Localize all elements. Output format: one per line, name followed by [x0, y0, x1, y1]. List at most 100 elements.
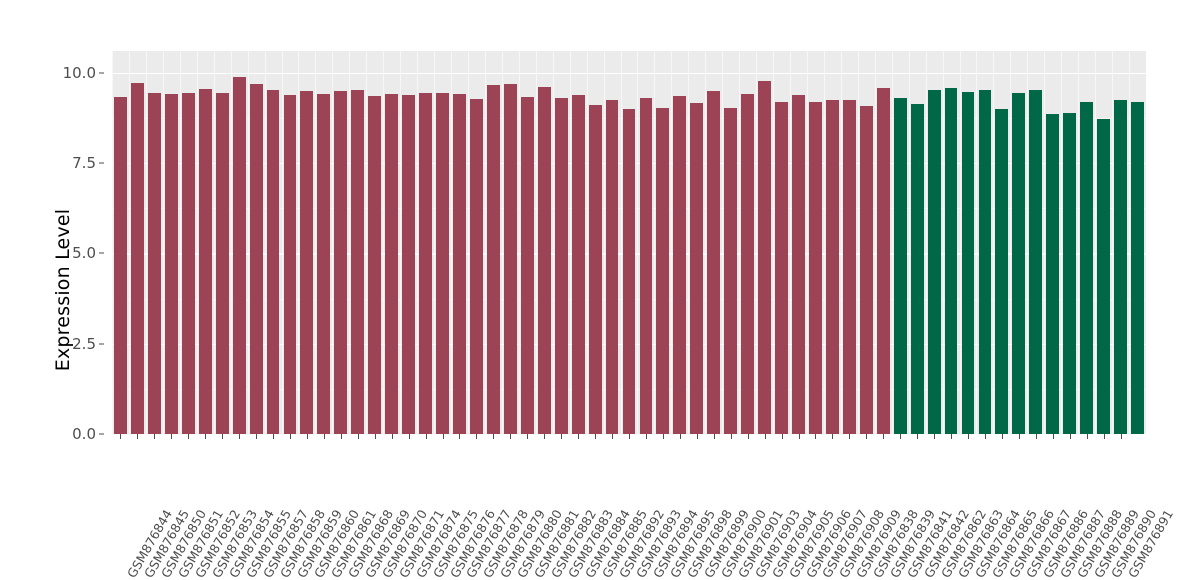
grid-line-vertical [891, 51, 893, 434]
grid-line-vertical [298, 51, 300, 434]
bar[interactable] [334, 91, 348, 434]
bar[interactable] [300, 90, 314, 434]
bar[interactable] [876, 88, 890, 434]
x-axis-tick-mark [1103, 434, 1105, 439]
bar[interactable] [283, 95, 297, 434]
bar[interactable] [588, 105, 602, 434]
bar[interactable] [503, 84, 517, 434]
bar[interactable] [1029, 89, 1043, 434]
bar[interactable] [537, 87, 551, 434]
bar[interactable] [215, 92, 229, 434]
bar[interactable] [232, 77, 246, 434]
bar[interactable] [842, 100, 856, 434]
bar[interactable] [571, 95, 585, 434]
bar[interactable] [825, 99, 839, 434]
bar[interactable] [385, 94, 399, 434]
x-axis-tick-mark [408, 434, 410, 439]
bar[interactable] [809, 102, 822, 434]
x-axis-tick-mark [1035, 434, 1037, 439]
x-axis-tick-mark [357, 434, 359, 439]
bar[interactable] [605, 100, 619, 434]
bar[interactable] [978, 90, 992, 434]
bar[interactable] [368, 96, 382, 434]
bar[interactable] [639, 97, 653, 434]
bar[interactable] [266, 89, 280, 434]
bar[interactable] [741, 94, 755, 434]
x-axis-tick-mark [645, 434, 647, 439]
bar[interactable] [758, 81, 772, 434]
grid-line-vertical [196, 51, 198, 434]
y-axis-tick-labels: 0.0 2.5 5.0 7.5 10.0 [46, 51, 104, 443]
x-axis-tick-mark [730, 434, 732, 439]
y-axis-tick-mark [99, 162, 104, 164]
x-axis-tick-mark [1001, 434, 1003, 439]
bar[interactable] [1131, 102, 1144, 434]
bar[interactable] [724, 108, 738, 434]
x-axis-tick-mark [120, 434, 122, 439]
bar[interactable] [1063, 113, 1077, 434]
bar[interactable] [317, 94, 331, 434]
grid-line-vertical [366, 51, 368, 434]
y-axis-tick-label: 7.5 [72, 154, 96, 172]
x-axis-tick-mark [323, 434, 325, 439]
bar[interactable] [673, 95, 687, 434]
bar[interactable] [961, 91, 975, 434]
y-axis-tick-mark [99, 433, 104, 435]
bars-container [112, 51, 1146, 434]
bar[interactable] [453, 93, 466, 434]
grid-line-vertical [281, 51, 283, 434]
bar[interactable] [520, 96, 534, 434]
bar[interactable] [775, 101, 788, 434]
grid-line-vertical [332, 51, 334, 434]
grid-line-vertical [383, 51, 385, 434]
bar[interactable] [859, 105, 873, 434]
bar[interactable] [554, 97, 568, 434]
bar[interactable] [147, 92, 161, 434]
bar[interactable] [707, 90, 721, 434]
x-axis-tick-mark [171, 434, 173, 439]
x-axis-tick-mark [713, 434, 715, 439]
bar[interactable] [198, 88, 212, 434]
bar[interactable] [419, 93, 433, 434]
grid-line-vertical [145, 51, 147, 434]
x-axis-tick-mark [493, 434, 495, 439]
bar[interactable] [944, 88, 958, 434]
bar[interactable] [995, 108, 1009, 434]
grid-line-vertical [688, 51, 690, 434]
x-axis-tick-mark [696, 434, 698, 439]
bar[interactable] [351, 89, 365, 434]
bar[interactable] [181, 92, 195, 434]
x-axis-tick-mark [764, 434, 766, 439]
bar[interactable] [910, 103, 924, 434]
bar[interactable] [114, 96, 127, 434]
bar[interactable] [402, 95, 416, 434]
bar[interactable] [927, 89, 941, 434]
bar[interactable] [1080, 102, 1094, 434]
grid-line-vertical [112, 51, 113, 434]
bar[interactable] [622, 108, 636, 434]
bar[interactable] [1012, 92, 1026, 434]
bar[interactable] [130, 82, 144, 434]
grid-line-vertical [569, 51, 571, 434]
bar[interactable] [1114, 99, 1127, 434]
grid-line-vertical [620, 51, 622, 434]
grid-line-vertical [315, 51, 317, 434]
bar[interactable] [656, 107, 670, 434]
grid-line-vertical [484, 51, 486, 434]
bar[interactable] [690, 103, 704, 434]
bar[interactable] [249, 83, 263, 434]
x-axis-tick-mark [459, 434, 461, 439]
bar[interactable] [1046, 113, 1060, 434]
bar[interactable] [436, 92, 449, 434]
bar[interactable] [470, 98, 483, 434]
bar[interactable] [486, 84, 500, 434]
grid-line-vertical [1078, 51, 1080, 434]
bar[interactable] [893, 97, 907, 434]
grid-line-vertical [790, 51, 792, 434]
grid-line-vertical [552, 51, 554, 434]
bar[interactable] [792, 95, 805, 434]
x-axis-tick-mark [917, 434, 919, 439]
bar[interactable] [164, 93, 178, 434]
x-axis-tick-mark [544, 434, 546, 439]
bar[interactable] [1097, 118, 1111, 434]
